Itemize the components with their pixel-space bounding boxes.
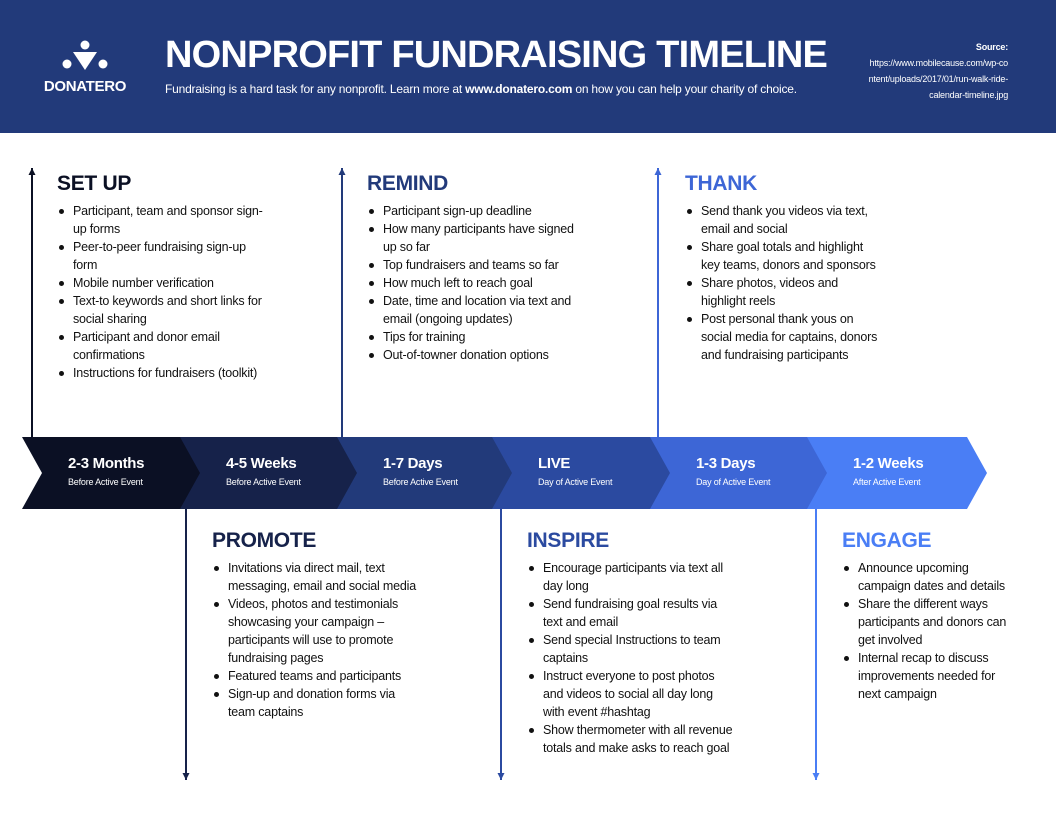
stage-items: Invitations via direct mail, text messag… xyxy=(212,559,417,721)
stage-heading: INSPIRE xyxy=(527,529,609,552)
stage-items: Announce upcoming campaign dates and det… xyxy=(842,559,1007,703)
phase-label: 2-3 Months Before Active Event xyxy=(68,455,144,487)
list-item: Participant sign-up deadline xyxy=(367,202,577,220)
phase-label: 1-2 Weeks After Active Event xyxy=(853,455,924,487)
phase-label: 1-7 Days Before Active Event xyxy=(383,455,458,487)
list-item: Share the different ways participants an… xyxy=(842,595,1007,649)
timeline-chevron xyxy=(337,437,517,509)
list-item: Top fundraisers and teams so far xyxy=(367,256,577,274)
donatero-logo-icon xyxy=(62,40,108,70)
list-item: Internal recap to discuss improvements n… xyxy=(842,649,1007,703)
list-item: Peer-to-peer fundraising sign-up form xyxy=(57,238,272,274)
source-url[interactable]: https://www.mobilecause.com/wp-content/u… xyxy=(868,58,1009,100)
list-item: Instruct everyone to post photos and vid… xyxy=(527,667,737,721)
stage-set-up: SET UP Participant, team and sponsor sign… xyxy=(57,172,272,382)
source-label: Source: xyxy=(975,42,1008,52)
timeline-chevron xyxy=(807,437,987,509)
phase-label: LIVE Day of Active Event xyxy=(538,455,612,487)
list-item: Send fundraising goal results via text a… xyxy=(527,595,737,631)
subtitle: Fundraising is a hard task for any nonpr… xyxy=(165,82,797,96)
list-item: Post personal thank yous on social media… xyxy=(685,310,885,364)
stage-promote: PROMOTE Invitations via direct mail, text… xyxy=(212,529,417,721)
list-item: Send thank you videos via text, email an… xyxy=(685,202,885,238)
list-item: Mobile number verification xyxy=(57,274,272,292)
arrow-head-icon xyxy=(28,168,36,175)
stage-items: Participant, team and sponsor sign-up fo… xyxy=(57,202,272,382)
logo-text: DONATERO xyxy=(43,78,127,95)
list-item: How many participants have signed up so … xyxy=(367,220,577,256)
list-item: Participant, team and sponsor sign-up fo… xyxy=(57,202,272,238)
phase-subtitle: Day of Active Event xyxy=(696,477,771,487)
list-item: Participant and donor email confirmation… xyxy=(57,328,272,364)
stage-thank: THANK Send thank you videos via text, ema… xyxy=(685,172,885,364)
arrow-head-icon xyxy=(812,773,820,780)
list-item: Sign-up and donation forms via team capt… xyxy=(212,685,417,721)
logo: DONATERO xyxy=(40,40,130,95)
phase-subtitle: Before Active Event xyxy=(383,477,458,487)
list-item: Share goal totals and highlight key team… xyxy=(685,238,885,274)
stage-items: Send thank you videos via text, email an… xyxy=(685,202,885,364)
phase-subtitle: Day of Active Event xyxy=(538,477,613,487)
phase-title: 1-3 Days xyxy=(696,455,756,472)
arrow-head-icon xyxy=(654,168,662,175)
website-link[interactable]: www.donatero.com xyxy=(465,82,573,96)
arrow-head-icon xyxy=(338,168,346,175)
subtitle-text-end: on how you can help your charity of choi… xyxy=(572,82,797,96)
phase-title: LIVE xyxy=(538,455,571,472)
list-item: Instructions for fundraisers (toolkit) xyxy=(57,364,272,382)
phase-title: 2-3 Months xyxy=(68,455,145,472)
page-title: NONPROFIT FUNDRAISING TIMELINE xyxy=(165,34,828,76)
phase-title: 4-5 Weeks xyxy=(226,455,297,472)
timeline-chevron xyxy=(22,437,202,509)
subtitle-text: Fundraising is a hard task for any nonpr… xyxy=(165,82,466,96)
phase-subtitle: Before Active Event xyxy=(68,477,143,487)
stage-heading: SET UP xyxy=(57,172,132,195)
stage-inspire: INSPIRE Encourage participants via text a… xyxy=(527,529,737,757)
stage-remind: REMIND Participant sign-up deadline How ma… xyxy=(367,172,577,364)
arrow-head-icon xyxy=(497,773,505,780)
phase-subtitle: Before Active Event xyxy=(226,477,301,487)
phase-label: 4-5 Weeks Before Active Event xyxy=(226,455,301,487)
phase-label: 1-3 Days Day of Active Event xyxy=(696,455,770,487)
list-item: Encourage participants via text all day … xyxy=(527,559,737,595)
timeline-chevron xyxy=(650,437,830,509)
list-item: Show thermometer with all revenue totals… xyxy=(527,721,737,757)
stage-items: Encourage participants via text all day … xyxy=(527,559,737,757)
list-item: Send special Instructions to team captai… xyxy=(527,631,737,667)
phase-subtitle: After Active Event xyxy=(853,477,921,487)
header: DONATERO NONPROFIT FUNDRAISING TIMELINE … xyxy=(0,0,1056,133)
list-item: Out-of-towner donation options xyxy=(367,346,577,364)
stage-heading: REMIND xyxy=(367,172,449,195)
list-item: Featured teams and participants xyxy=(212,667,417,685)
stage-items: Participant sign-up deadline How many par… xyxy=(367,202,577,364)
arrow-head-icon xyxy=(182,773,190,780)
stage-engage: ENGAGE Announce upcoming campaign dates a… xyxy=(842,529,1007,703)
list-item: Announce upcoming campaign dates and det… xyxy=(842,559,1007,595)
list-item: Share photos, videos and highlight reels xyxy=(685,274,885,310)
source: Source: https://www.mobilecause.com/wp-c… xyxy=(868,39,1009,103)
list-item: Tips for training xyxy=(367,328,577,346)
timeline-chevron xyxy=(180,437,360,509)
stage-heading: PROMOTE xyxy=(212,529,317,552)
stage-heading: ENGAGE xyxy=(842,529,932,552)
stage-heading: THANK xyxy=(685,172,757,195)
list-item: Invitations via direct mail, text messag… xyxy=(212,559,417,595)
timeline-chevron xyxy=(492,437,672,509)
list-item: Date, time and location via text and ema… xyxy=(367,292,577,328)
phase-title: 1-7 Days xyxy=(383,455,443,472)
list-item: Text-to keywords and short links for soc… xyxy=(57,292,272,328)
list-item: Videos, photos and testimonials showcasi… xyxy=(212,595,417,667)
phase-title: 1-2 Weeks xyxy=(853,455,924,472)
list-item: How much left to reach goal xyxy=(367,274,577,292)
